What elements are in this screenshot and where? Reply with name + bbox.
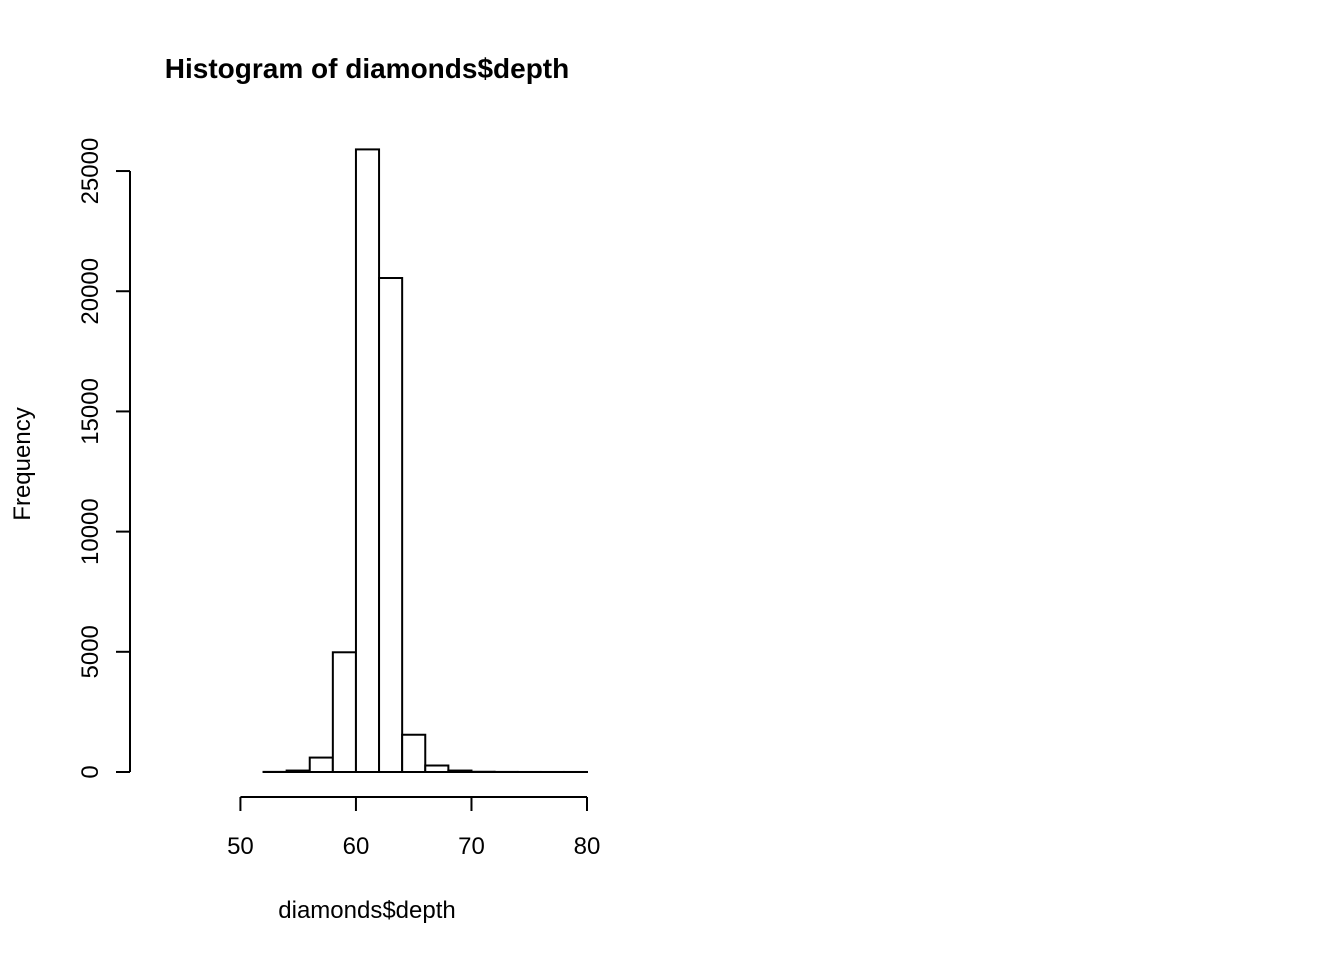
histogram-bar xyxy=(378,277,404,773)
x-tick-label: 70 xyxy=(458,833,485,860)
y-tick-label: 0 xyxy=(77,765,104,778)
x-tick-label: 60 xyxy=(343,833,370,860)
x-tick-label: 80 xyxy=(574,833,601,860)
chart-title: Histogram of diamonds$depth xyxy=(165,53,569,84)
y-tick-label: 10000 xyxy=(77,498,104,565)
histogram-bar xyxy=(424,764,450,774)
histogram-bar xyxy=(447,769,473,773)
y-axis: 0 5000 10000 15000 20000 25000 xyxy=(77,138,131,779)
y-tick-label: 15000 xyxy=(77,378,104,445)
histogram-bar xyxy=(331,651,357,773)
y-tick-label: 5000 xyxy=(77,625,104,678)
y-axis-label: Frequency xyxy=(9,407,36,520)
histogram-bar xyxy=(401,733,427,773)
histogram-bar xyxy=(308,756,334,773)
y-tick-label: 25000 xyxy=(77,138,104,205)
x-tick-label: 50 xyxy=(227,833,254,860)
histogram-bar xyxy=(285,769,311,773)
x-axis: 50 60 70 80 xyxy=(227,796,601,860)
x-axis-label: diamonds$depth xyxy=(278,897,455,924)
histogram-bars xyxy=(262,148,588,774)
y-tick-label: 20000 xyxy=(77,258,104,325)
histogram-bar xyxy=(354,148,381,773)
